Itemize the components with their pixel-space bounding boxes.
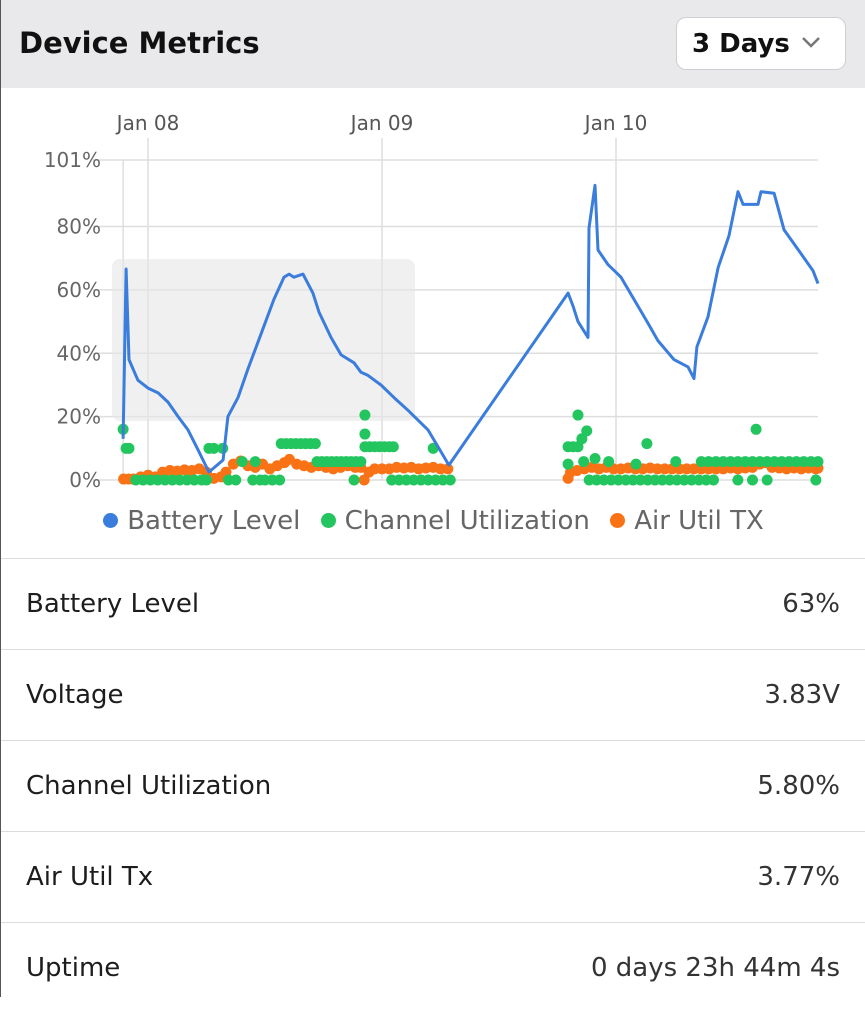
channel-utilization-point [576,433,588,445]
metric-label: Voltage [26,680,124,710]
metric-row-battery: Battery Level 63% [1,558,865,649]
metric-row-air-util-tx: Air Util Tx 3.77% [1,831,865,922]
device-metrics-chart: 0% 20% 40% 60% 80% 101% Jan 08 Jan 09 Jan 10 [44,111,824,492]
y-tick-label: 40% [57,341,101,365]
channel-utilization-point [630,458,642,470]
y-tick-label: 80% [57,215,101,239]
air-util-tx-point [358,474,370,486]
legend-battery-level[interactable]: Battery Level [103,506,300,536]
y-tick-label: 0% [69,468,101,492]
channel-utilization-point [201,474,212,486]
channel-utilization-point [359,428,371,440]
air-util-tx-point [201,466,212,478]
channel-utilization-point [348,474,360,486]
channel-utilization-point [123,442,135,454]
channel-utilization-point [444,474,456,486]
chart-legend: Battery Level Channel Utilization Air Ut… [1,505,865,536]
channel-utilization-point [747,474,758,486]
metric-label: Channel Utilization [26,771,272,801]
metric-label: Air Util Tx [26,862,154,892]
channel-utilization-point [309,438,321,450]
channel-utilization-point [572,409,584,421]
metric-row-voltage: Voltage 3.83V [1,649,865,740]
battery-level-line [121,183,820,474]
metric-label: Battery Level [26,589,200,619]
channel-utilization-point [812,456,824,468]
time-range-value: 3 Days [692,29,790,59]
channel-utilization-point [249,456,261,468]
legend-channel-utilization[interactable]: Channel Utilization [320,505,590,536]
metric-value: 3.77% [757,862,840,892]
channel-utilization-point [355,456,367,468]
channel-utilization-point [387,441,399,453]
time-range-select[interactable]: 3 Days [676,17,846,70]
metric-label: Uptime [26,953,121,983]
legend-dot-icon [103,513,119,528]
channel-utilization-point [359,409,371,421]
channel-utilization-point [578,456,590,468]
x-tick-label: Jan 08 [115,111,180,135]
metric-value: 5.80% [757,771,840,801]
channel-utilization-point [670,456,682,468]
x-tick-label: Jan 10 [583,111,648,135]
channel-utilization-point [562,458,574,470]
channel-utilization-point [581,425,593,437]
channel-utilization-point [641,438,653,450]
channel-utilization-point [732,474,744,486]
channel-utilization-point [708,474,719,486]
channel-utilization-point [810,474,822,486]
x-tick-label: Jan 09 [349,111,414,135]
page-title: Device Metrics [19,26,260,60]
faded-tooltip [112,259,415,421]
channel-utilization-point [589,452,601,464]
channel-utilization-point [750,423,762,435]
legend-dot-icon [610,513,626,528]
channel-utilization-point [236,456,248,468]
y-tick-label: 20% [57,405,101,429]
metric-value: 0 days 23h 44m 4s [590,953,840,983]
channel-utilization-point [274,474,286,486]
air-util-tx-point [442,463,454,475]
legend-label: Air Util TX [634,505,764,536]
legend-label: Channel Utilization [344,505,590,536]
legend-label: Battery Level [127,505,301,536]
chevron-down-icon [802,37,820,48]
metric-row-uptime: Uptime 0 days 23h 44m 4s [1,922,865,1013]
card-header: Device Metrics 3 Days [1,0,865,88]
metrics-table: Battery Level 63% Voltage 3.83V Channel Ut… [1,558,865,1013]
legend-air-util-tx[interactable]: Air Util TX [610,506,764,536]
y-tick-label: 60% [57,278,101,302]
channel-utilization-point [230,474,242,486]
y-tick-label: 101% [44,148,101,172]
metric-row-channel-utilization: Channel Utilization 5.80% [1,740,865,831]
legend-dot-icon [320,513,336,528]
metric-value: 63% [782,589,840,619]
channel-utilization-point [208,442,220,454]
channel-utilization-point [603,456,615,468]
metric-value: 3.83V [764,680,840,710]
channel-utilization-point [761,474,773,486]
